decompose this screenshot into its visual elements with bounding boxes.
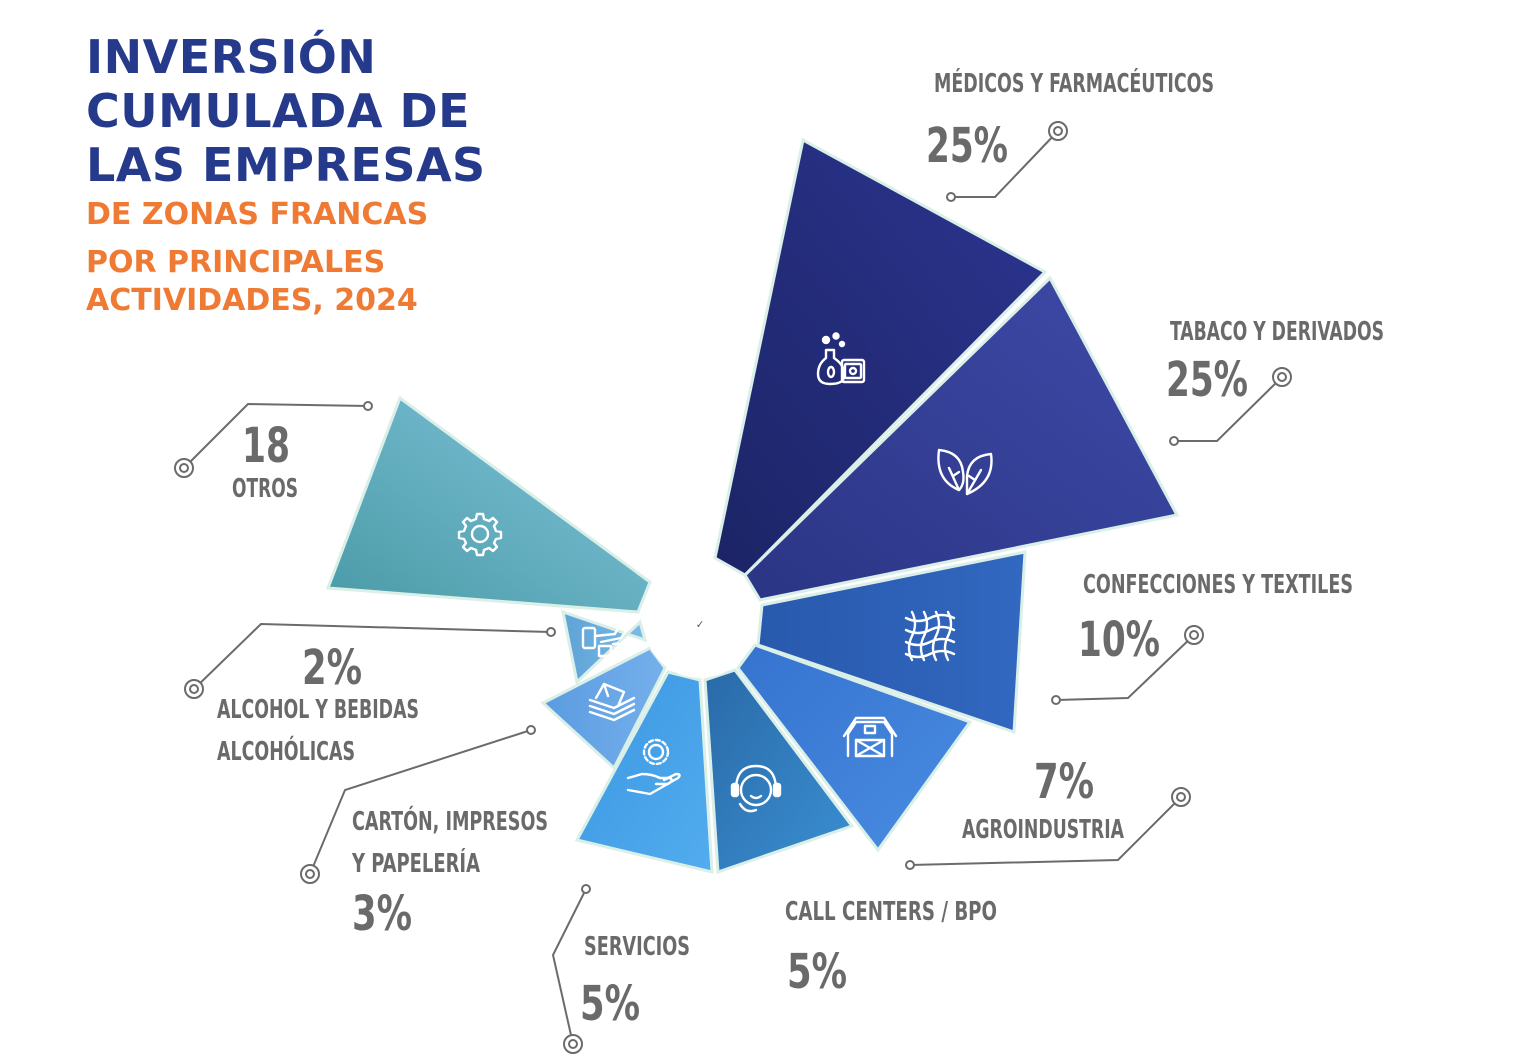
- leader-alcohol: [193, 622, 552, 690]
- marker-dot: [905, 860, 915, 870]
- label-callcenters: CALL CENTERS / BPO: [785, 897, 997, 927]
- segment-tabaco: [743, 275, 1180, 602]
- leader-servicios: [551, 888, 587, 1045]
- label-tabaco: TABACO Y DERIVADOS: [1170, 317, 1384, 347]
- medicine-flask-icon: [816, 332, 866, 386]
- subtitle-line-1: DE ZONAS FRANCAS: [86, 197, 429, 232]
- label-medicos: MÉDICOS Y FARMACÉUTICOS: [934, 67, 1214, 99]
- value-otros: 18: [242, 418, 290, 474]
- label-confecciones: CONFECCIONES Y TEXTILES: [1083, 570, 1353, 600]
- leader-lines: [183, 130, 1283, 1045]
- marker-dot: [581, 884, 591, 894]
- bottles-icon: [581, 624, 627, 658]
- leader-otros: [183, 402, 369, 469]
- subtitle-line-2: POR PRINCIPALES ACTIVIDADES, 2024: [86, 244, 546, 320]
- value-tabaco: 25%: [1166, 352, 1248, 408]
- title-line-1: INVERSIÓN: [86, 30, 377, 84]
- marker-ring-inner: [1053, 126, 1063, 136]
- marker-ring-inner: [305, 869, 315, 879]
- headset-agent-icon: [730, 764, 782, 813]
- marker-dot: [363, 401, 373, 411]
- marker-ring-inner: [568, 1039, 578, 1049]
- weave-fabric-icon: [904, 610, 956, 662]
- subtitle-line-2b: ACTIVIDADES, 2024: [86, 283, 418, 318]
- label-carton-line-2: Y PAPELERÍA: [351, 847, 480, 879]
- center-glyph: ✓: [696, 618, 704, 631]
- label-otros: OTROS: [232, 474, 298, 504]
- gear-hand-icon: [626, 738, 681, 796]
- label-alcohol-line-2: ALCOHÓLICAS: [217, 735, 355, 767]
- label-servicios: SERVICIOS: [584, 932, 690, 962]
- leader-confecciones: [1055, 634, 1195, 701]
- paper-stack-icon: [588, 682, 636, 722]
- gear-icon: [457, 512, 503, 557]
- segment-confecciones: [756, 550, 1027, 735]
- leader-carton: [309, 729, 532, 875]
- center-hub: [644, 566, 756, 678]
- chart-title: INVERSIÓN CUMULADA DE LAS EMPRESAS: [86, 30, 556, 192]
- segment-servicios: [574, 670, 714, 874]
- value-servicios: 5%: [580, 976, 640, 1032]
- subtitle-line-2a: POR PRINCIPALES: [86, 245, 386, 280]
- marker-ring-inner: [1189, 630, 1199, 640]
- value-carton: 3%: [352, 886, 412, 942]
- segments: [325, 137, 1180, 875]
- label-agroindustria: AGROINDUSTRIA: [962, 815, 1124, 845]
- marker-dot: [1169, 436, 1179, 446]
- marker-dot: [546, 627, 556, 637]
- marker-ring-inner: [1176, 792, 1186, 802]
- marker-ring-inner: [179, 463, 189, 473]
- title-line-3: LAS EMPRESAS: [86, 138, 486, 192]
- marker-dot: [526, 725, 536, 735]
- segment-callcenters: [703, 668, 855, 875]
- leader-agroindustria: [909, 796, 1182, 866]
- label-alcohol-line-1: ALCOHOL Y BEBIDAS: [217, 695, 419, 725]
- leader-tabaco: [1174, 376, 1283, 442]
- value-medicos: 25%: [926, 118, 1008, 174]
- value-confecciones: 10%: [1078, 612, 1160, 668]
- leader-medicos: [951, 130, 1059, 198]
- segment-agroindustria: [736, 643, 973, 853]
- marker-ring-inner: [1277, 372, 1287, 382]
- leader-markers: [174, 121, 1292, 1054]
- marker-dot: [1051, 695, 1061, 705]
- segment-otros: [325, 395, 652, 614]
- barn-icon: [842, 716, 898, 758]
- title-line-2: CUMULADA DE: [86, 84, 471, 138]
- marker-dot: [946, 192, 956, 202]
- label-carton-line-1: CARTÓN, IMPRESOS: [352, 805, 548, 837]
- category-labels: MÉDICOS Y FARMACÉUTICOS 25% TABACO Y DER…: [217, 67, 1384, 1032]
- value-alcohol: 2%: [302, 640, 362, 696]
- marker-ring-inner: [189, 684, 199, 694]
- value-callcenters: 5%: [787, 944, 847, 1000]
- segment-medicos: [713, 137, 1048, 577]
- value-agroindustria: 7%: [1034, 754, 1094, 810]
- leaves-icon: [937, 448, 993, 496]
